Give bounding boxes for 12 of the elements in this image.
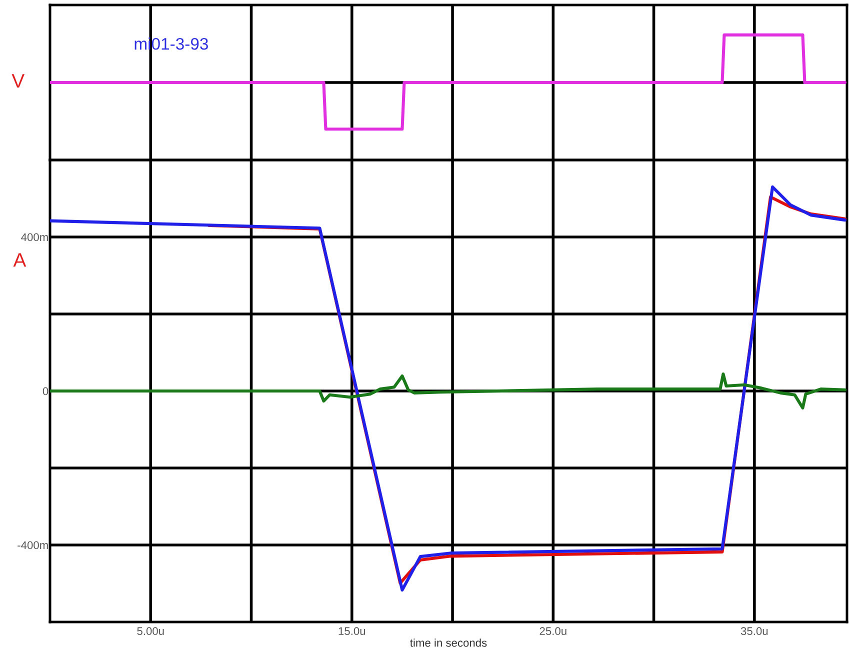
x-tick-label: 35.0u: [740, 627, 768, 636]
y-axis-title: A: [13, 253, 26, 267]
y-axis-title: V: [12, 74, 25, 88]
line-series: [50, 185, 847, 592]
x-tick-label: 15.0u: [338, 627, 366, 636]
x-tick-label: 25.0u: [540, 627, 566, 636]
y-tick-label: -400m: [18, 541, 48, 550]
line-series: [50, 372, 847, 410]
x-tick-label: 5.00u: [137, 627, 164, 636]
x-axis-title: time in seconds: [410, 638, 487, 647]
y-tick-label: 400m: [21, 233, 48, 242]
y-tick-label: 0: [42, 387, 48, 396]
